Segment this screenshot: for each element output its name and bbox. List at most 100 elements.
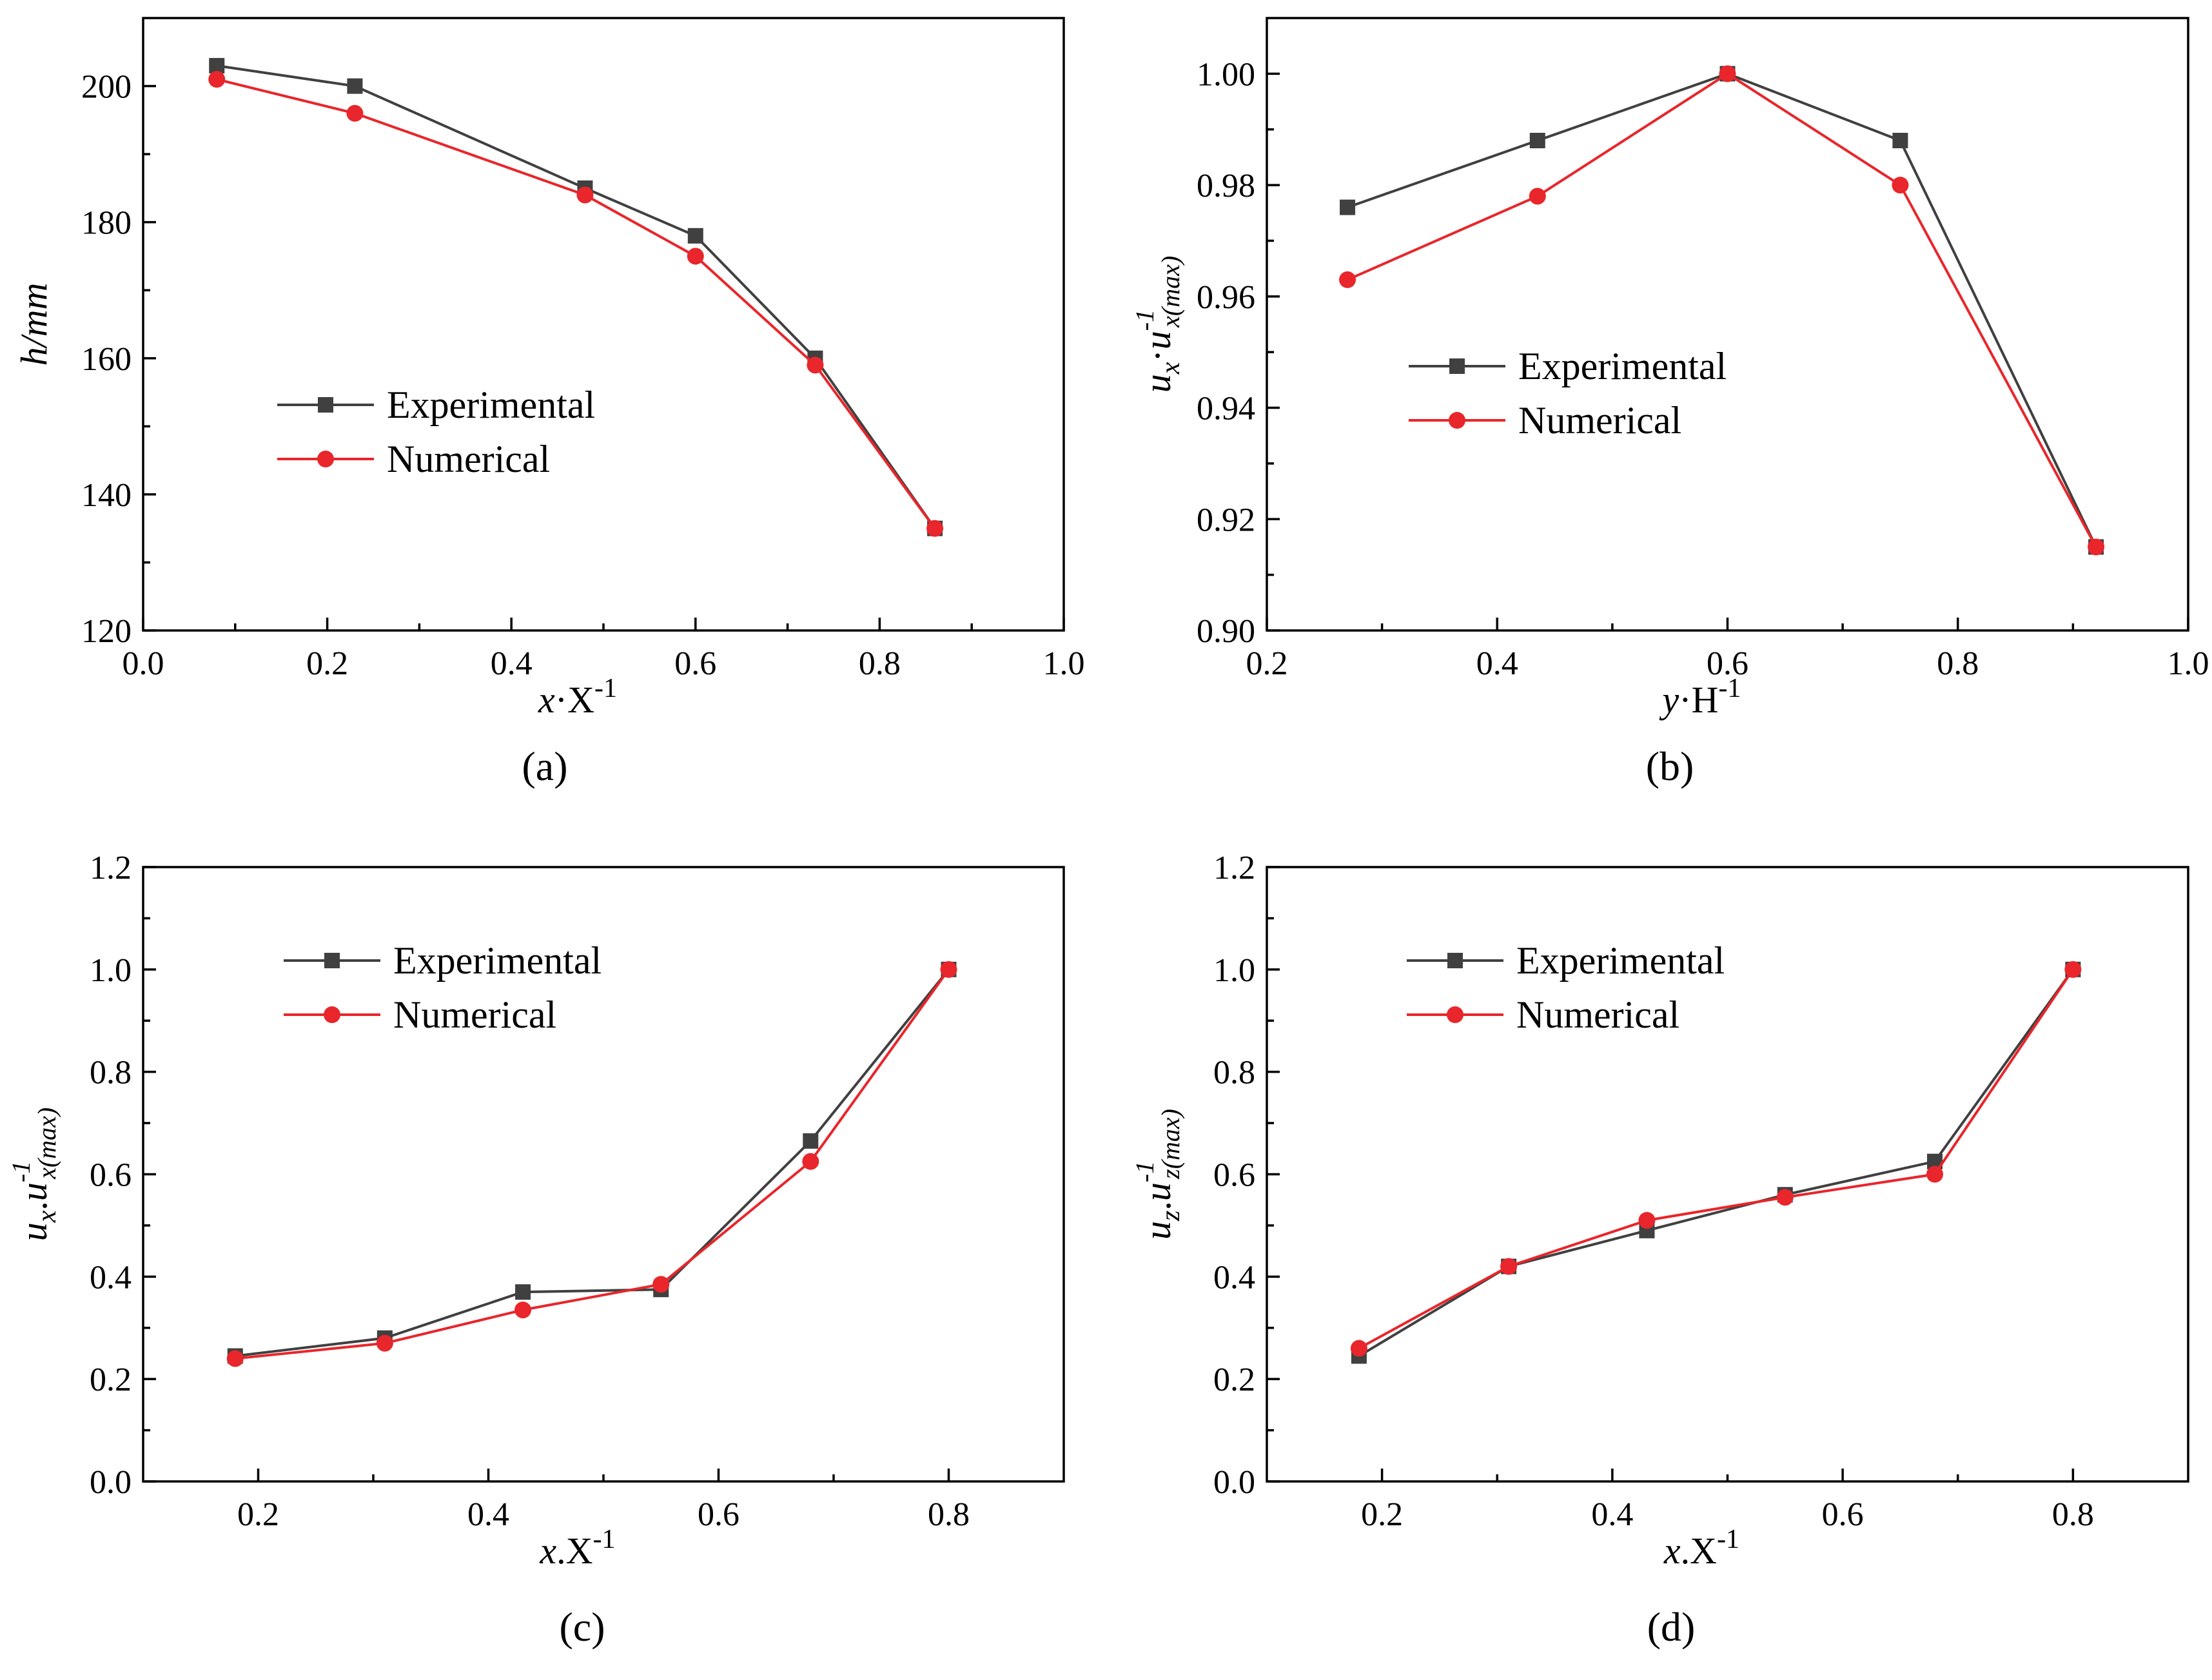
y-tick-label: 0.0 (90, 1464, 132, 1501)
data-point-experimental (347, 78, 363, 94)
legend-label: Experimental (387, 384, 595, 426)
x-tick-label: 0.2 (237, 1496, 279, 1533)
data-point-experimental (209, 57, 225, 73)
x-tick-label: 0.6 (1707, 645, 1748, 682)
y-tick-label: 0.98 (1197, 168, 1255, 204)
x-tick-label: 1.0 (1043, 645, 1085, 682)
legend-marker-circle (324, 1006, 340, 1023)
chart-panel-c: 0.2 0.4 0.6 0.8 0.0 0.2 0.4 0.6 0.8 1.0 1.2 x.X-1 ux… (6, 850, 1065, 1650)
data-point-experimental (1892, 133, 1908, 148)
series-line-experimental (1358, 968, 2074, 1358)
data-point-numerical (576, 186, 594, 204)
x-tick-label: 0.8 (2052, 1496, 2094, 1533)
chart-panel-b: 0.2 0.4 0.6 0.8 1.0 0.90 0.92 0.94 0.96 0.98 1.00 y… (1130, 17, 2209, 789)
data-point-numerical (376, 1334, 393, 1352)
y-axis-label: uz.u-1z(max) (1130, 1109, 1186, 1240)
x-tick-label: 0.4 (1591, 1496, 1633, 1533)
y-tick-label: 160 (81, 341, 132, 378)
data-point-numerical (208, 71, 226, 88)
legend-marker-circle (317, 451, 334, 467)
panel-label: (b) (1646, 743, 1694, 789)
x-tick-label: 0.4 (491, 645, 533, 682)
y-tick-label: 0.8 (1213, 1055, 1255, 1091)
x-tick-label: 0.2 (306, 645, 348, 682)
x-tick-label: 0.0 (122, 645, 164, 682)
legend-marker-square (318, 397, 333, 413)
data-point-numerical (652, 1276, 670, 1293)
series-line-numerical (235, 968, 950, 1360)
legend-label: Numerical (1518, 399, 1681, 442)
chart-panel-a: 0.0 0.2 0.4 0.6 0.8 1.0 120 140 160 180 200 x·X-1 h/… (13, 17, 1085, 789)
x-tick-label: 0.2 (1246, 645, 1288, 682)
data-point-numerical (2064, 961, 2082, 978)
legend-label: Numerical (1516, 993, 1679, 1036)
y-tick-label: 0.4 (90, 1259, 132, 1296)
y-tick-label: 200 (81, 69, 132, 106)
y-tick-label: 0.6 (1213, 1157, 1255, 1194)
y-tick-label: 140 (81, 477, 132, 514)
y-tick-label: 1.00 (1197, 56, 1255, 93)
series-line-experimental (1347, 72, 2097, 548)
series-line-numerical (1358, 968, 2075, 1350)
y-tick-label: 1.0 (90, 952, 132, 989)
series-line-experimental (235, 968, 950, 1358)
data-point-numerical (1500, 1258, 1518, 1275)
y-tick-label: 0.8 (90, 1055, 132, 1091)
y-tick-label: 0.6 (90, 1157, 132, 1194)
legend-marker-circle (1449, 412, 1465, 429)
plot-frame (1266, 17, 2189, 632)
x-tick-label: 0.6 (674, 645, 716, 682)
data-point-numerical (926, 520, 944, 537)
data-point-experimental (515, 1284, 531, 1300)
legend-marker-square (1447, 953, 1463, 968)
data-point-experimental (1340, 199, 1356, 215)
y-tick-label: 120 (81, 613, 132, 650)
data-point-numerical (1350, 1340, 1367, 1357)
data-point-numerical (807, 357, 824, 374)
data-point-numerical (802, 1153, 819, 1170)
legend-label: Experimental (1516, 939, 1725, 982)
data-point-numerical (1719, 65, 1736, 83)
data-point-numerical (1776, 1189, 1794, 1206)
data-point-numerical (1926, 1166, 1944, 1183)
x-tick-label: 0.8 (928, 1496, 970, 1533)
y-tick-label: 180 (81, 205, 132, 242)
data-point-numerical (1339, 271, 1356, 288)
plot-frame (142, 866, 1065, 1483)
data-point-numerical (2088, 538, 2105, 556)
data-point-experimental (687, 228, 703, 244)
x-axis-label: x·X-1 (538, 674, 617, 721)
x-axis-label: x.X-1 (1663, 1525, 1739, 1572)
y-axis-label: h/mm (13, 283, 55, 366)
data-point-numerical (346, 104, 364, 122)
y-tick-label: 0.92 (1197, 502, 1255, 538)
panel-label: (d) (1647, 1604, 1696, 1650)
y-tick-label: 0.4 (1213, 1259, 1255, 1296)
plot-frame (1266, 866, 2189, 1483)
legend-marker-square (1449, 358, 1465, 374)
panel-label: (c) (559, 1604, 605, 1650)
chart-panel-d: 0.2 0.4 0.6 0.8 0.0 0.2 0.4 0.6 0.8 1.0 1.2 x.X-1 uz… (1130, 850, 2189, 1650)
x-tick-label: 0.2 (1361, 1496, 1403, 1533)
y-tick-label: 0.0 (1213, 1464, 1255, 1501)
y-tick-label: 0.90 (1197, 613, 1255, 650)
x-axis-label: y·H-1 (1659, 674, 1741, 721)
data-point-numerical (940, 961, 957, 978)
data-point-numerical (514, 1301, 532, 1318)
x-tick-label: 0.8 (1937, 645, 1979, 682)
plot-frame (142, 17, 1065, 632)
y-tick-label: 0.2 (1213, 1362, 1255, 1398)
x-axis-label: x.X-1 (539, 1525, 615, 1572)
series-line-numerical (216, 78, 936, 529)
y-tick-label: 0.94 (1197, 391, 1255, 427)
y-tick-label: 1.0 (1213, 952, 1255, 989)
data-point-numerical (1529, 188, 1546, 205)
x-tick-label: 0.4 (467, 1496, 509, 1533)
data-point-numerical (687, 248, 704, 265)
y-tick-label: 1.2 (90, 850, 132, 886)
panel-label: (a) (522, 743, 567, 789)
x-tick-label: 0.8 (859, 645, 901, 682)
x-tick-label: 1.0 (2168, 645, 2209, 682)
data-point-numerical (226, 1350, 244, 1367)
